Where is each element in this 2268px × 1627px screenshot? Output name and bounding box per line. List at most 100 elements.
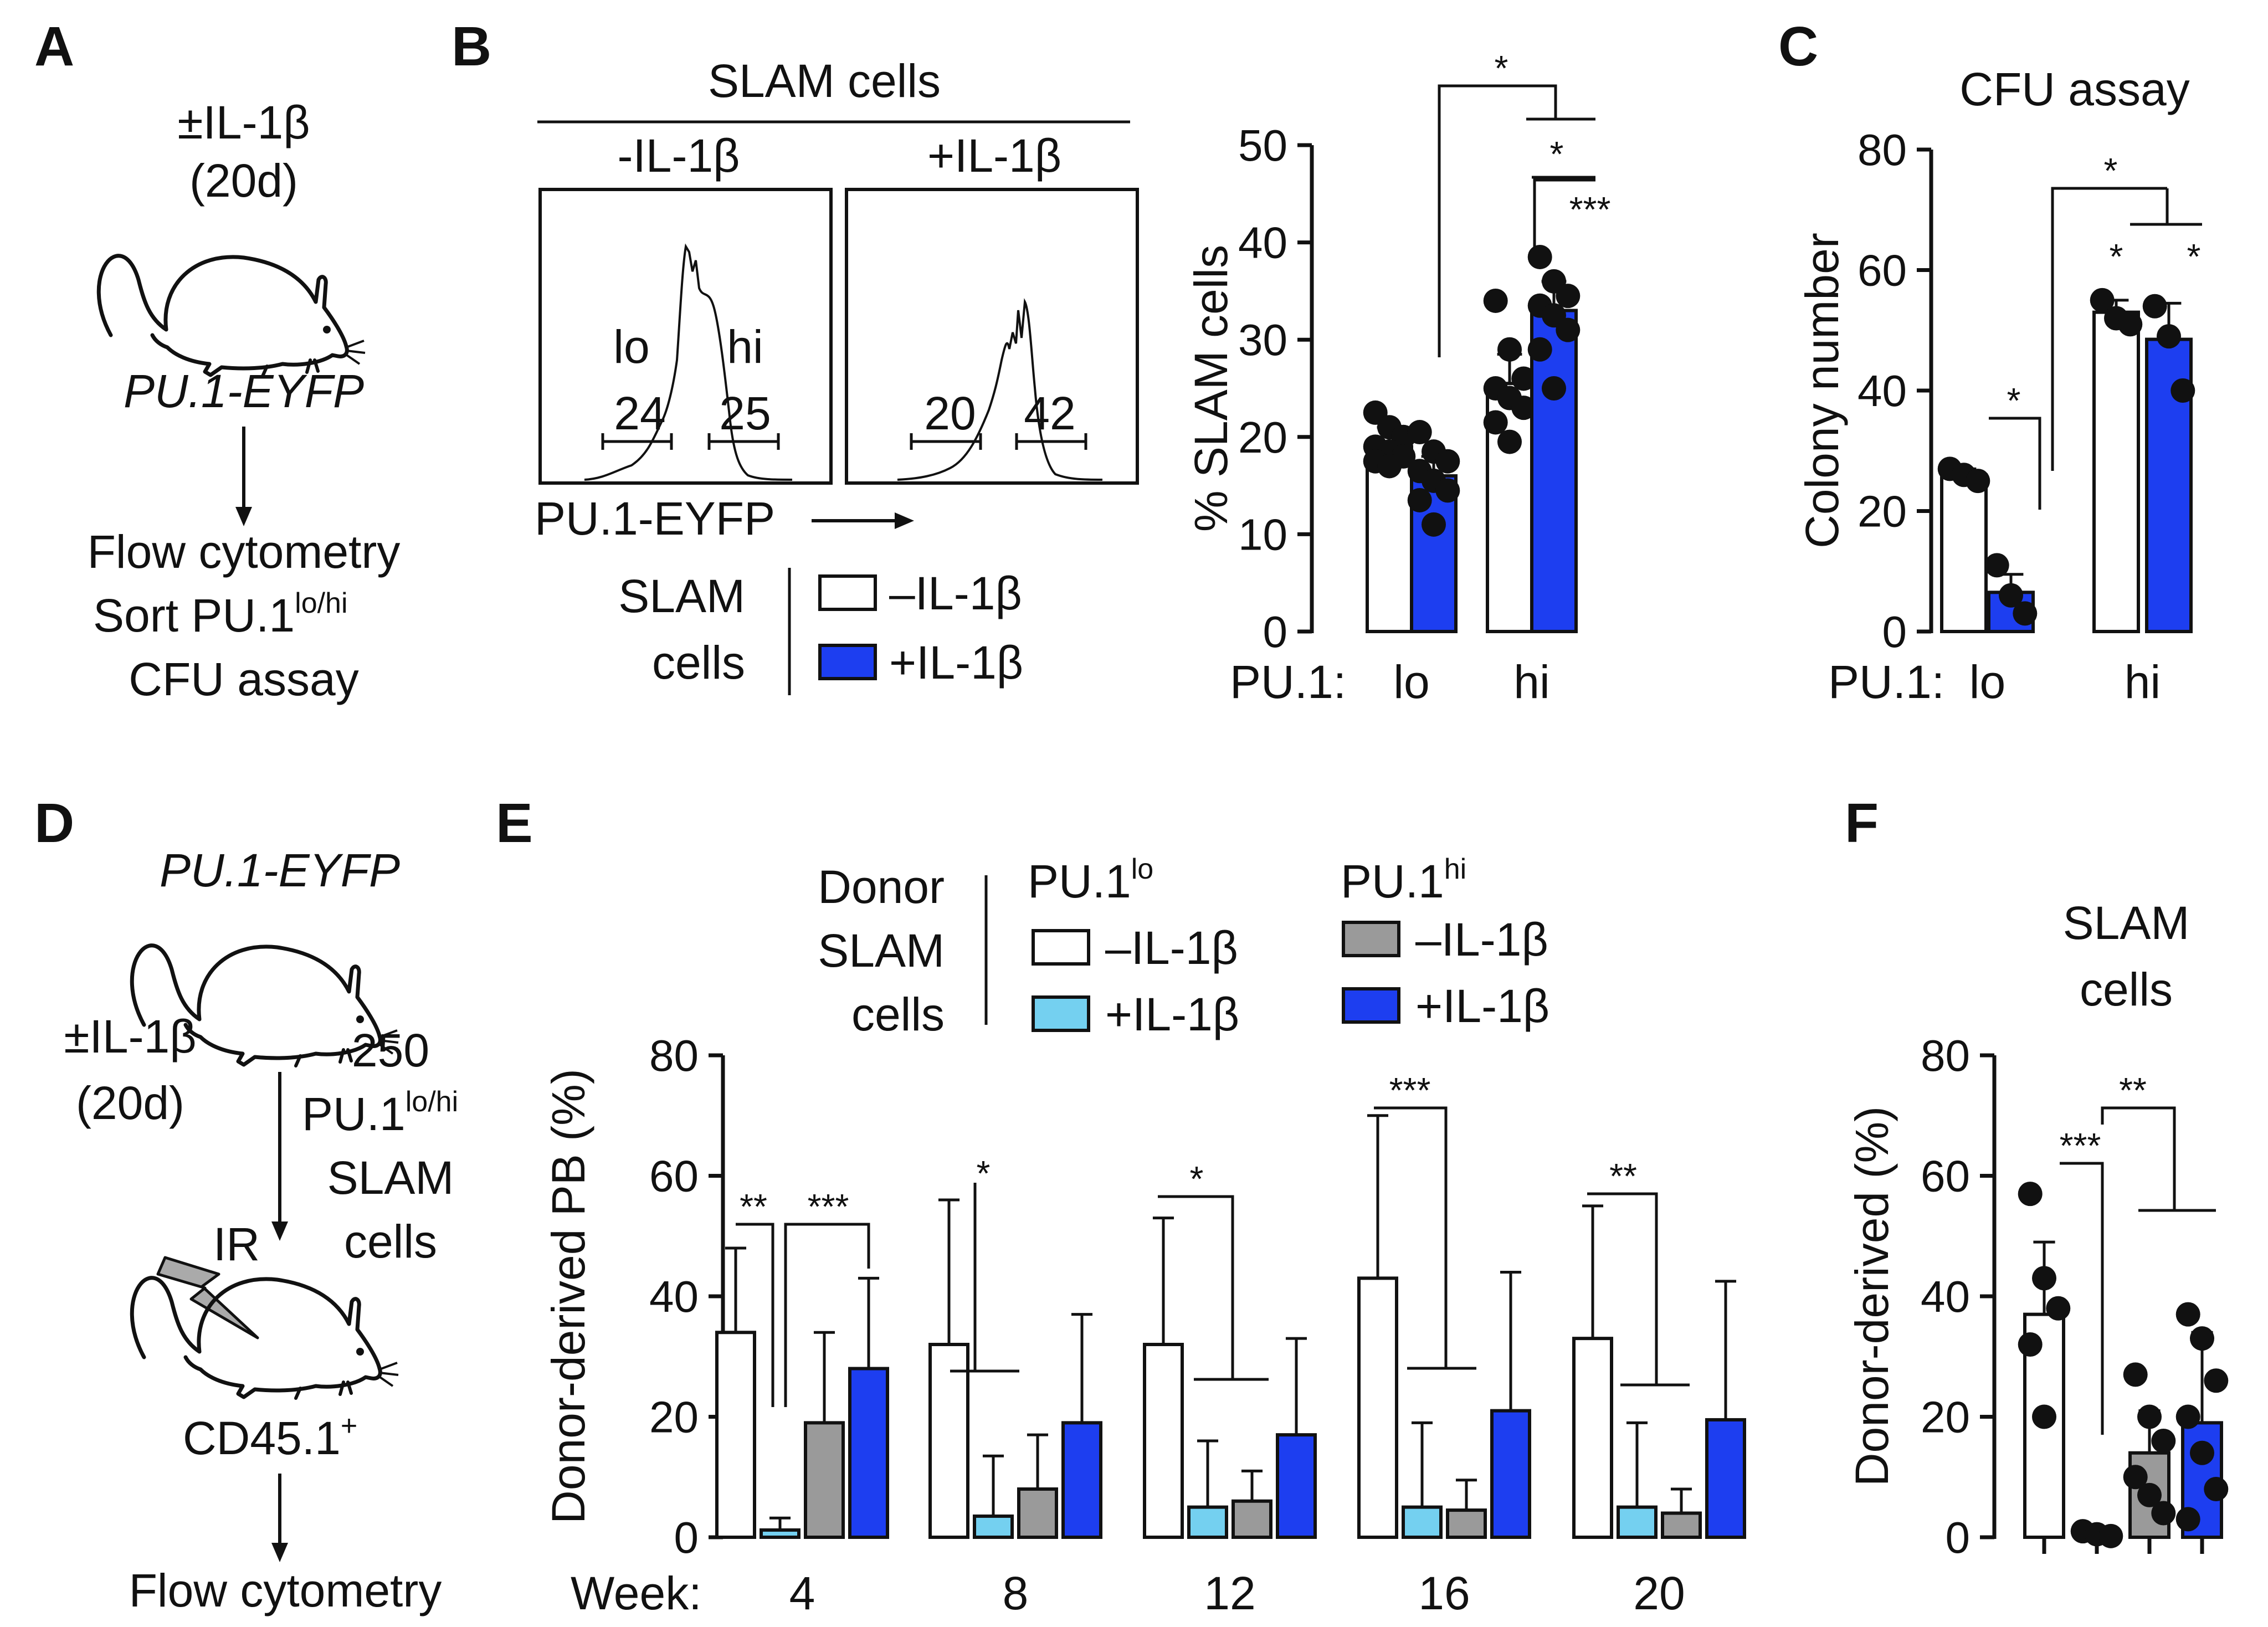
panel-d-recipient: CD45.1+: [183, 1410, 357, 1464]
x-tick-label: 8: [1003, 1567, 1029, 1619]
data-point: [2118, 312, 2143, 337]
y-tick-label: 80: [1921, 1031, 1970, 1080]
data-point: [1435, 449, 1460, 474]
y-axis-label: Colony number: [1796, 233, 1848, 548]
arrow-head-icon: [271, 1543, 288, 1562]
significance-bracket: [950, 1183, 1019, 1373]
histogram-curve-minus: [584, 243, 793, 481]
bar: [1402, 1505, 1443, 1539]
bar: [973, 1514, 1014, 1539]
data-point: [1407, 420, 1432, 445]
data-point: [1511, 366, 1536, 391]
significance-label: *: [1190, 1159, 1204, 1199]
data-point: [2090, 288, 2115, 312]
bar: [804, 1421, 845, 1539]
x-tick-label: 16: [1418, 1567, 1470, 1619]
panel-d-cells-3: SLAM: [327, 1152, 454, 1204]
data-point: [2098, 1523, 2123, 1548]
data-point: [1542, 376, 1566, 401]
data-point: [2137, 1482, 2162, 1507]
data-point: [1511, 396, 1536, 420]
legend-e-swatch-lo-minus: [1032, 929, 1090, 966]
flow-x-arrow-head-icon: [895, 512, 914, 529]
y-tick-label: 20: [1238, 413, 1287, 462]
x-tick-label: hi: [2125, 656, 2161, 708]
panel-label-a: A: [34, 16, 74, 78]
legend-b-swatch-minus: [818, 574, 877, 611]
bar: [1490, 1409, 1531, 1539]
y-tick-label: 60: [1857, 246, 1907, 295]
bar: [1187, 1505, 1228, 1539]
panel-d: D PU.1-EYFP ±IL-1β (20d) 250 PU.1lo/hi S…: [34, 792, 458, 1616]
gate-pct-plus-lo: 20: [924, 387, 976, 439]
legend-b-plus: +IL-1β: [889, 637, 1023, 689]
panel-label-d: D: [34, 792, 74, 854]
data-point: [1377, 454, 1402, 479]
panel-a-step1: Flow cytometry: [88, 526, 401, 578]
x-axis-prefix: PU.1:: [1230, 656, 1346, 708]
gate-pct-minus-hi: 25: [719, 387, 771, 439]
significance-bracket: [1158, 1195, 1269, 1381]
data-point: [2151, 1501, 2176, 1526]
y-axis-label: Donor-derived (%): [1846, 1106, 1898, 1486]
data-point: [1556, 317, 1581, 342]
y-tick-label: 60: [649, 1152, 699, 1201]
data-point: [1497, 429, 1522, 454]
data-point: [2032, 1404, 2056, 1429]
data-point: [2018, 1332, 2043, 1357]
panel-c-header: C: [1778, 16, 1818, 78]
data-point: [1422, 512, 1446, 537]
legend-e-swatch-hi-minus: [1342, 921, 1400, 957]
bar: [928, 1343, 969, 1539]
y-tick-label: 30: [1238, 315, 1287, 365]
legend-e-title-2: SLAM: [818, 925, 945, 977]
panel-d-cells-4: cells: [344, 1215, 437, 1267]
x-tick-label: hi: [1513, 656, 1549, 708]
panel-label-e: E: [496, 792, 533, 854]
histogram-frame-plus: [845, 188, 1139, 485]
y-tick-label: 80: [649, 1031, 699, 1080]
data-point: [2190, 1440, 2214, 1465]
panel-d-ir: IR: [213, 1218, 260, 1270]
data-point: [2123, 1362, 2148, 1387]
x-tick-label: 20: [1633, 1567, 1685, 1619]
legend-b-swatch-plus: [818, 644, 877, 680]
flow-right-label: +IL-1β: [927, 130, 1061, 182]
significance-label: *: [2007, 381, 2021, 420]
data-point: [1435, 478, 1460, 503]
legend-e-title-1: Donor: [818, 861, 945, 913]
bar: [1446, 1508, 1487, 1539]
significance-label: ***: [1389, 1070, 1431, 1110]
bar: [1617, 1505, 1658, 1539]
panel-label-f: F: [1845, 792, 1879, 854]
panel-e-legend: E Donor SLAM cells PU.1lo PU.1hi –IL-1β …: [496, 792, 1549, 1040]
y-tick-label: 20: [1921, 1393, 1970, 1442]
bar: [1017, 1487, 1058, 1539]
data-point: [2151, 1429, 2176, 1453]
chart-e-timecourse-bar: 0 20 40 60 80 Donor-derived PB (%) Week: 4 8 12 16…: [542, 1031, 1746, 1619]
legend-b-minus: –IL-1β: [889, 567, 1022, 619]
chart-c-cfu-bar: CFU assay 0 20 40 60 80 Colony number PU.1: lo hi…: [1796, 63, 2202, 708]
bar: [715, 1331, 756, 1539]
arrow-head-icon: [271, 1221, 288, 1241]
panel-a-step2: Sort PU.1lo/hi: [93, 587, 348, 641]
flow-x-axis-label: PU.1-EYFP: [535, 492, 775, 545]
gate-pct-minus-lo: 24: [614, 387, 665, 439]
data-point: [1527, 337, 1552, 362]
chart-title: SLAM: [2063, 897, 2190, 949]
panel-a-step3: CFU assay: [129, 653, 358, 705]
significance-label: *: [2110, 237, 2123, 276]
y-tick-label: 0: [1946, 1513, 1971, 1562]
significance-bracket: [1587, 1192, 1690, 1387]
data-point: [1966, 469, 1990, 494]
x-tick-label: lo: [1393, 656, 1429, 708]
legend-e-lo-header: PU.1lo: [1028, 853, 1153, 907]
significance-label: *: [2187, 237, 2201, 276]
data-point: [1407, 487, 1432, 512]
data-point: [1527, 244, 1552, 269]
y-tick-label: 40: [1238, 218, 1287, 268]
y-tick-label: 40: [649, 1272, 699, 1321]
data-point: [2123, 1465, 2148, 1490]
